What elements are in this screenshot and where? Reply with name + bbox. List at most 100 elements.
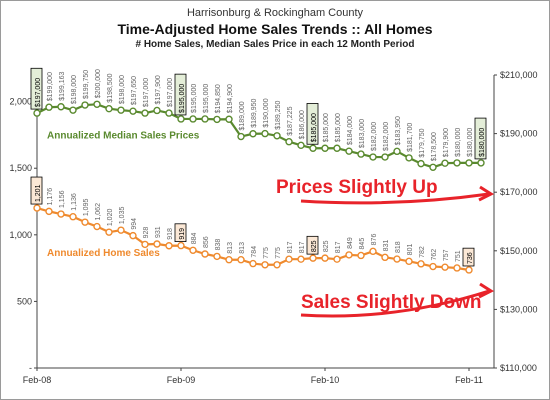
data-label: 1,176 (47, 188, 54, 206)
data-point (249, 130, 257, 138)
data-point (297, 255, 305, 263)
data-label: 817 (287, 241, 294, 253)
data-point (357, 251, 365, 260)
data-point (309, 254, 317, 262)
annotation-prices-arrow-head (478, 185, 495, 202)
data-point (273, 261, 281, 269)
data-point (165, 109, 173, 117)
data-label: 762 (431, 249, 438, 261)
data-point (177, 241, 185, 250)
data-label-box (174, 73, 187, 116)
data-point (45, 103, 53, 111)
data-label: $185,000 (335, 113, 342, 142)
data-label: 1,136 (71, 193, 78, 211)
chart-titles: Harrisonburg & Rockingham County Time-Ad… (1, 1, 549, 50)
data-point (93, 100, 101, 109)
data-label: 1,095 (83, 199, 90, 217)
annotation-prices: Prices Slightly Up (276, 177, 438, 198)
data-point (69, 213, 77, 221)
data-point (225, 256, 233, 264)
data-point (453, 264, 461, 272)
annotation-sales-arrow (300, 289, 490, 318)
x-tick-label: Feb-09 (167, 375, 196, 385)
left-tick-label: - (29, 363, 32, 373)
right-tick-label: $150,000 (500, 246, 538, 256)
data-label: $179,750 (419, 128, 426, 157)
data-label: $182,000 (371, 122, 378, 151)
data-label: 817 (299, 241, 306, 253)
data-label-box (30, 176, 43, 205)
data-label: $194,900 (227, 84, 234, 113)
data-label: 1,020 (107, 209, 114, 227)
data-point (81, 218, 89, 226)
data-point (45, 207, 53, 216)
data-label: $197,000 (35, 78, 42, 107)
data-label: $199,163 (59, 71, 66, 100)
data-label: $195,000 (191, 84, 198, 113)
data-point (273, 132, 281, 140)
data-point (309, 144, 317, 152)
data-point (393, 147, 401, 156)
right-tick-label: $110,000 (500, 363, 537, 373)
data-point (405, 154, 413, 162)
left-tick-label: 1,500 (9, 163, 32, 173)
data-label: 1,062 (95, 203, 102, 221)
data-point (153, 106, 161, 115)
left-tick-label: 500 (17, 296, 32, 306)
data-label: $183,000 (359, 119, 366, 148)
data-label: $199,750 (83, 70, 90, 99)
data-label: 736 (467, 252, 474, 264)
data-point (93, 222, 101, 231)
data-point (465, 159, 473, 167)
right-tick-label: $130,000 (500, 304, 538, 314)
data-label: 757 (443, 249, 450, 261)
data-label-box (306, 103, 319, 145)
data-point (381, 253, 389, 262)
right-tick-label: $210,000 (500, 70, 538, 80)
data-label: $185,000 (311, 113, 318, 142)
data-label: $198,500 (107, 73, 114, 102)
data-label: 931 (155, 226, 162, 238)
left-tick-label: 2,000 (9, 97, 32, 107)
data-label: 751 (455, 250, 462, 262)
data-point (153, 240, 161, 248)
data-point (117, 106, 125, 114)
annotation-prices-arrow (300, 192, 490, 205)
data-point (33, 204, 41, 212)
data-point (261, 261, 269, 269)
data-label-box (462, 247, 475, 267)
data-label: $190,000 (263, 98, 270, 127)
data-point (165, 242, 173, 250)
data-label: $187,225 (287, 106, 294, 135)
data-label: 775 (263, 247, 270, 259)
data-point (381, 153, 389, 161)
data-point (297, 141, 305, 150)
data-point (333, 255, 341, 263)
data-label: $197,000 (167, 78, 174, 107)
series-name-label-1: Annualized Home Sales (47, 248, 160, 259)
data-point (261, 129, 269, 138)
data-point (465, 266, 473, 274)
x-tick-label: Feb-11 (455, 375, 483, 385)
data-point (213, 252, 221, 261)
data-label: $189,950 (251, 98, 258, 127)
data-label: $194,850 (215, 84, 222, 113)
data-label: $180,000 (467, 128, 474, 157)
data-label-box (306, 235, 319, 255)
data-point (177, 115, 185, 123)
data-point (33, 109, 41, 117)
data-label: 994 (131, 218, 138, 230)
data-label: 918 (167, 228, 174, 240)
data-point (321, 254, 329, 262)
data-label: $183,950 (395, 116, 402, 145)
data-label: 784 (251, 246, 258, 258)
data-label: 849 (347, 237, 354, 249)
data-point (105, 228, 113, 236)
data-point (417, 260, 425, 268)
data-point (237, 256, 245, 264)
data-label: $197,650 (131, 76, 138, 105)
data-label: 919 (179, 228, 186, 240)
data-label: $189,250 (275, 100, 282, 129)
